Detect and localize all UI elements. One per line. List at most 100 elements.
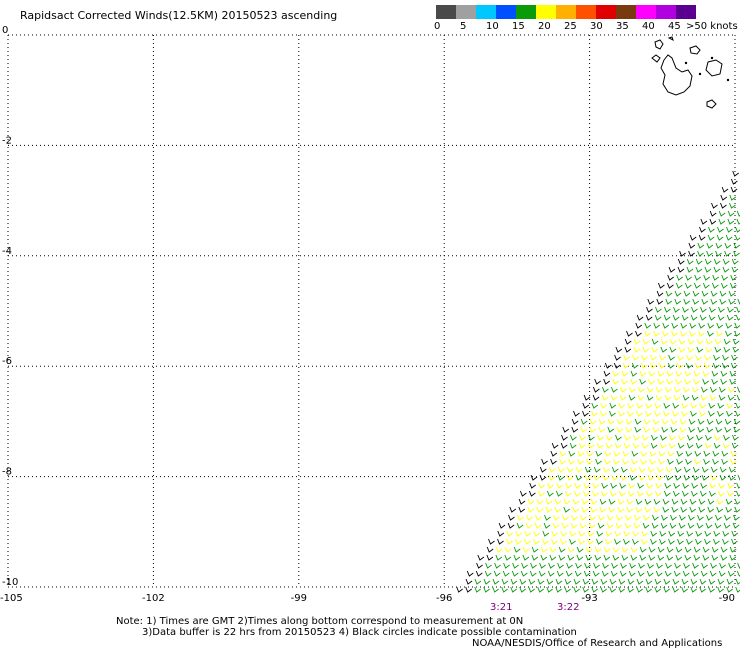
wind-barb — [704, 538, 711, 545]
wind-barb — [569, 538, 576, 545]
wind-barb — [623, 530, 631, 537]
wind-barb — [690, 578, 698, 585]
wind-barb — [653, 330, 660, 337]
wind-barb — [610, 482, 617, 489]
wind-barb — [688, 514, 695, 521]
footer-credit: NOAA/NESDIS/Office of Research and Appli… — [472, 638, 723, 649]
wind-barb — [539, 474, 547, 481]
wind-barb — [633, 338, 641, 345]
wind-barb — [582, 402, 590, 409]
wind-barb — [644, 506, 652, 513]
wind-barb — [635, 506, 643, 513]
wind-barb — [736, 482, 740, 489]
wind-barb — [582, 578, 590, 585]
wind-barb — [588, 434, 595, 441]
wind-barb — [542, 538, 549, 545]
wind-barb — [589, 514, 596, 521]
footer-note-line2: 3)Data buffer is 22 hrs from 20150523 4)… — [142, 627, 577, 638]
wind-barb — [725, 498, 733, 505]
wind-barb — [704, 354, 711, 361]
wind-barb — [680, 506, 688, 513]
wind-barb — [597, 522, 605, 529]
wind-barb — [664, 306, 671, 313]
wind-barb — [613, 458, 620, 465]
wind-barb — [618, 410, 625, 417]
wind-barb — [692, 562, 699, 569]
wind-barb — [735, 314, 740, 321]
wind-barb — [663, 578, 671, 585]
wind-barb — [729, 378, 736, 385]
wind-barb — [548, 562, 555, 569]
islet — [698, 72, 702, 76]
wind-barb — [607, 418, 615, 425]
wind-barb — [707, 506, 715, 513]
wind-barb — [719, 290, 727, 297]
wind-barb — [727, 386, 735, 393]
wind-barb — [666, 378, 673, 385]
colorbar-swatch — [556, 5, 576, 19]
wind-barb — [538, 570, 546, 577]
wind-barb — [687, 346, 695, 353]
wind-barb — [680, 330, 687, 337]
wind-barb — [666, 282, 674, 289]
wind-barb — [604, 450, 612, 457]
wind-barb — [651, 434, 658, 441]
wind-barb — [583, 482, 590, 489]
wind-barb — [695, 538, 702, 545]
wind-barb — [527, 506, 535, 513]
wind-barb — [695, 258, 703, 265]
wind-barb — [720, 546, 728, 553]
wind-barb — [720, 202, 727, 209]
wind-barb — [660, 434, 667, 441]
wind-barb — [662, 498, 670, 505]
wind-barb — [585, 554, 593, 561]
wind-barb — [702, 370, 710, 377]
wind-barb — [602, 562, 609, 569]
wind-barb — [583, 570, 591, 577]
wind-barb — [623, 442, 631, 449]
galapagos-islands — [651, 36, 730, 109]
wind-barb — [624, 434, 631, 441]
wind-barb — [573, 490, 581, 497]
wind-barb — [497, 538, 504, 545]
wind-barb — [465, 586, 472, 593]
wind-barb — [611, 474, 619, 481]
wind-barb — [692, 298, 700, 305]
wind-barb — [615, 522, 623, 529]
wind-barb — [686, 538, 693, 545]
wind-barb — [725, 506, 733, 513]
wind-barb — [666, 554, 674, 561]
wind-barb — [697, 418, 705, 425]
wind-barb — [504, 554, 512, 561]
wind-barb — [627, 578, 635, 585]
wind-barb — [513, 554, 521, 561]
wind-barb — [683, 562, 690, 569]
wind-barb — [717, 402, 725, 409]
wind-barb — [611, 562, 618, 569]
wind-barb — [566, 474, 574, 481]
wind-barb — [562, 514, 569, 521]
wind-barb — [651, 346, 659, 353]
wind-barb — [511, 570, 519, 577]
wind-barb — [678, 338, 686, 345]
wind-barb — [708, 586, 715, 593]
wind-barb — [673, 306, 680, 313]
wind-barb — [495, 546, 503, 553]
wind-barb — [653, 498, 661, 505]
wind-barb — [716, 498, 724, 505]
wind-barb — [539, 562, 546, 569]
wind-barb — [648, 546, 656, 553]
wind-barb — [726, 410, 733, 417]
wind-barb — [615, 434, 622, 441]
wind-barb — [671, 330, 678, 337]
latitude-tick-label: -4 — [2, 246, 12, 257]
wind-barb — [727, 210, 735, 217]
wind-barb — [732, 434, 739, 441]
wind-barb — [623, 354, 630, 361]
wind-barb — [619, 386, 627, 393]
wind-barb — [587, 530, 595, 537]
wind-barb — [668, 538, 675, 545]
island-outline — [705, 59, 723, 77]
wind-barb — [624, 346, 632, 353]
